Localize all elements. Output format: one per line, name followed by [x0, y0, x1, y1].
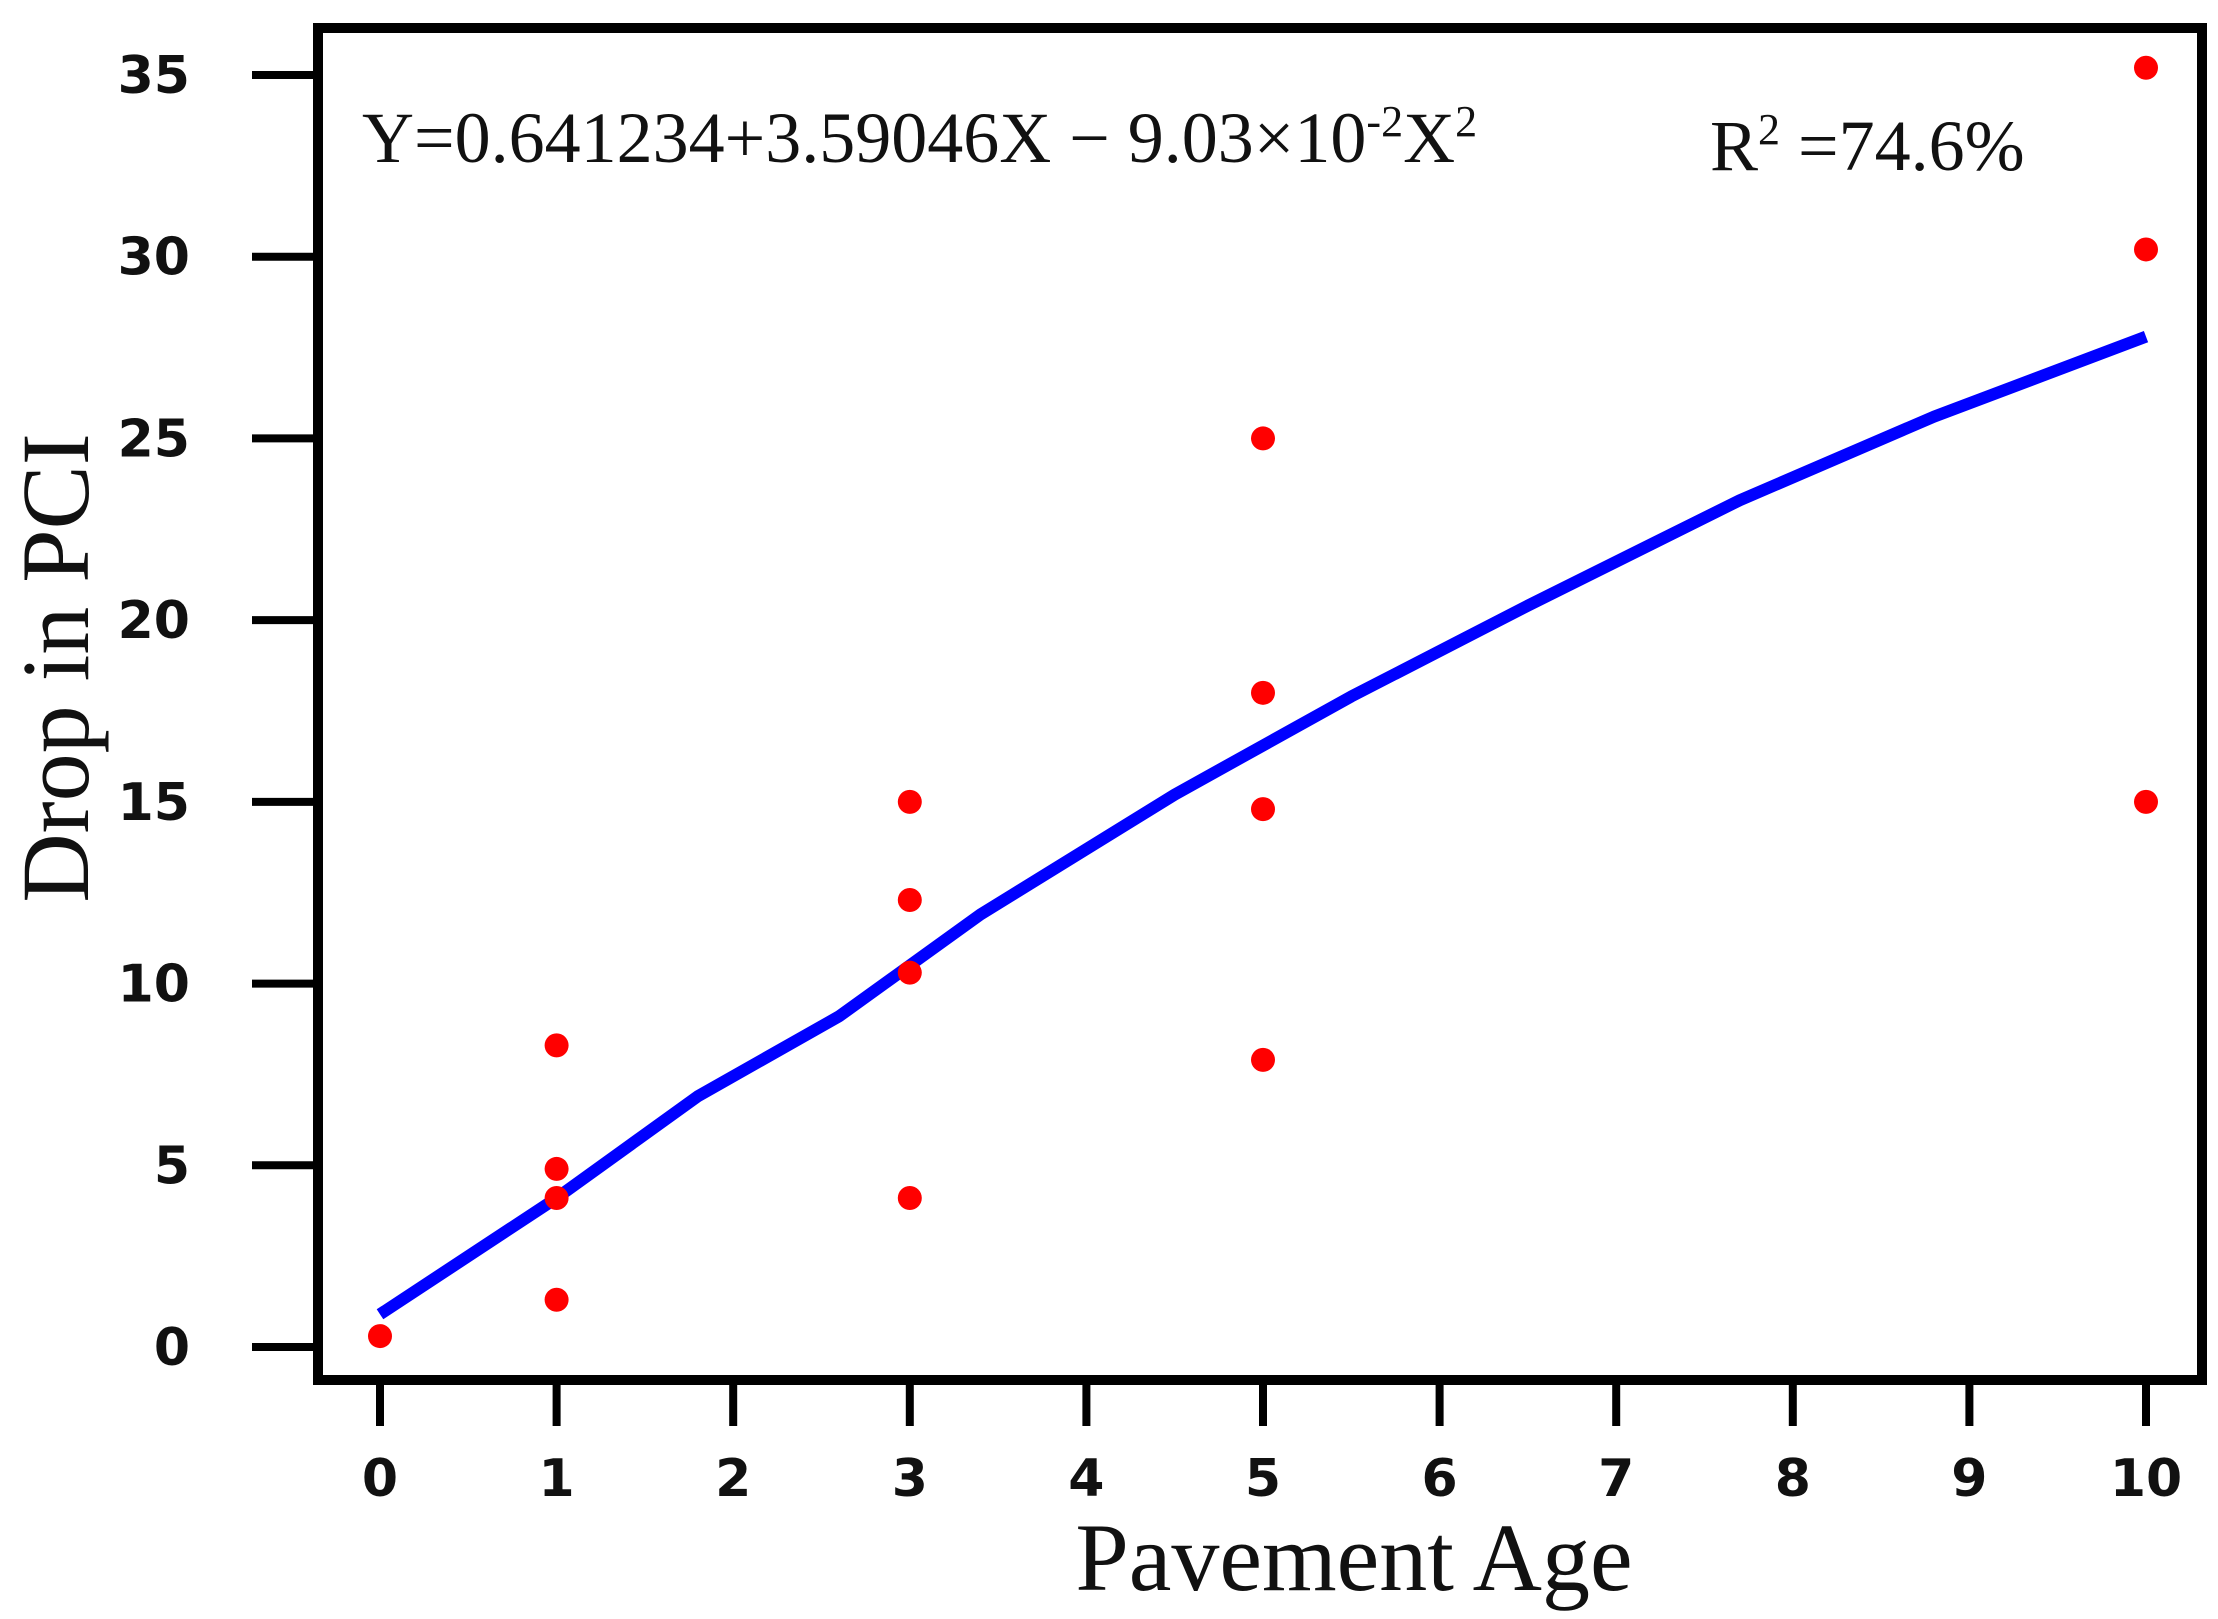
data-point	[2134, 55, 2158, 80]
x-tick-label: 8	[1775, 1449, 1811, 1509]
x-tick-label: 7	[1598, 1449, 1634, 1509]
data-point	[1251, 680, 1275, 705]
y-tick-label: 5	[154, 1136, 190, 1196]
x-axis-title: Pavement Age	[1075, 1504, 1632, 1611]
y-tick-label: 35	[118, 46, 190, 106]
r-squared-annotation: R2 =74.6%	[1710, 105, 2025, 186]
fit-line	[376, 331, 2149, 1320]
y-tick-label: 0	[154, 1318, 190, 1378]
x-tick-label: 6	[1422, 1449, 1458, 1509]
data-point	[1251, 797, 1275, 822]
data-points	[368, 55, 2158, 1349]
data-point	[2134, 789, 2158, 814]
equation-mid: X	[1403, 98, 1455, 178]
data-point	[897, 1185, 922, 1210]
r-squared-base: R	[1710, 106, 1758, 186]
data-point	[368, 1324, 392, 1349]
equation-exponent-1: -2	[1366, 97, 1403, 146]
data-point	[544, 1185, 569, 1210]
y-tick-label: 30	[118, 228, 190, 288]
data-point	[897, 960, 922, 985]
data-point	[1251, 1047, 1275, 1072]
data-point	[897, 789, 922, 814]
x-tick-label: 2	[715, 1449, 751, 1509]
data-point	[1251, 426, 1275, 451]
x-tick-label: 3	[892, 1449, 928, 1509]
fit-line-group	[376, 331, 2149, 1320]
data-point	[544, 1287, 569, 1312]
plot-frame	[313, 23, 2207, 1385]
r-squared-value: =74.6%	[1780, 106, 2025, 186]
x-tick-label: 0	[362, 1449, 398, 1509]
data-point	[2134, 237, 2158, 262]
data-point	[544, 1156, 569, 1181]
equation-exponent-2: 2	[1455, 97, 1477, 146]
x-tick-label: 9	[1951, 1449, 1987, 1509]
equation-annotation: Y=0.641234+3.59046X − 9.03×10-2X2	[362, 97, 1477, 178]
axis-ticks: 0 5 10 15 20 25 30 35 0 1 2 3 4 5 6 7 8 9 10	[118, 46, 2183, 1509]
y-tick-label: 20	[118, 591, 190, 651]
data-point	[544, 1033, 569, 1058]
x-tick-label: 10	[2110, 1449, 2182, 1509]
r-squared-exponent: 2	[1758, 105, 1780, 154]
y-tick-label: 25	[118, 409, 190, 469]
equation-base: Y=0.641234+3.59046X − 9.03×10	[362, 98, 1366, 178]
y-tick-label: 10	[118, 955, 190, 1015]
y-axis-title: Drop in PCI	[2, 433, 109, 902]
y-tick-label: 15	[118, 773, 190, 833]
data-point	[897, 887, 922, 912]
x-tick-label: 1	[539, 1449, 575, 1509]
x-tick-label: 5	[1245, 1449, 1281, 1509]
x-tick-label: 4	[1068, 1449, 1104, 1509]
